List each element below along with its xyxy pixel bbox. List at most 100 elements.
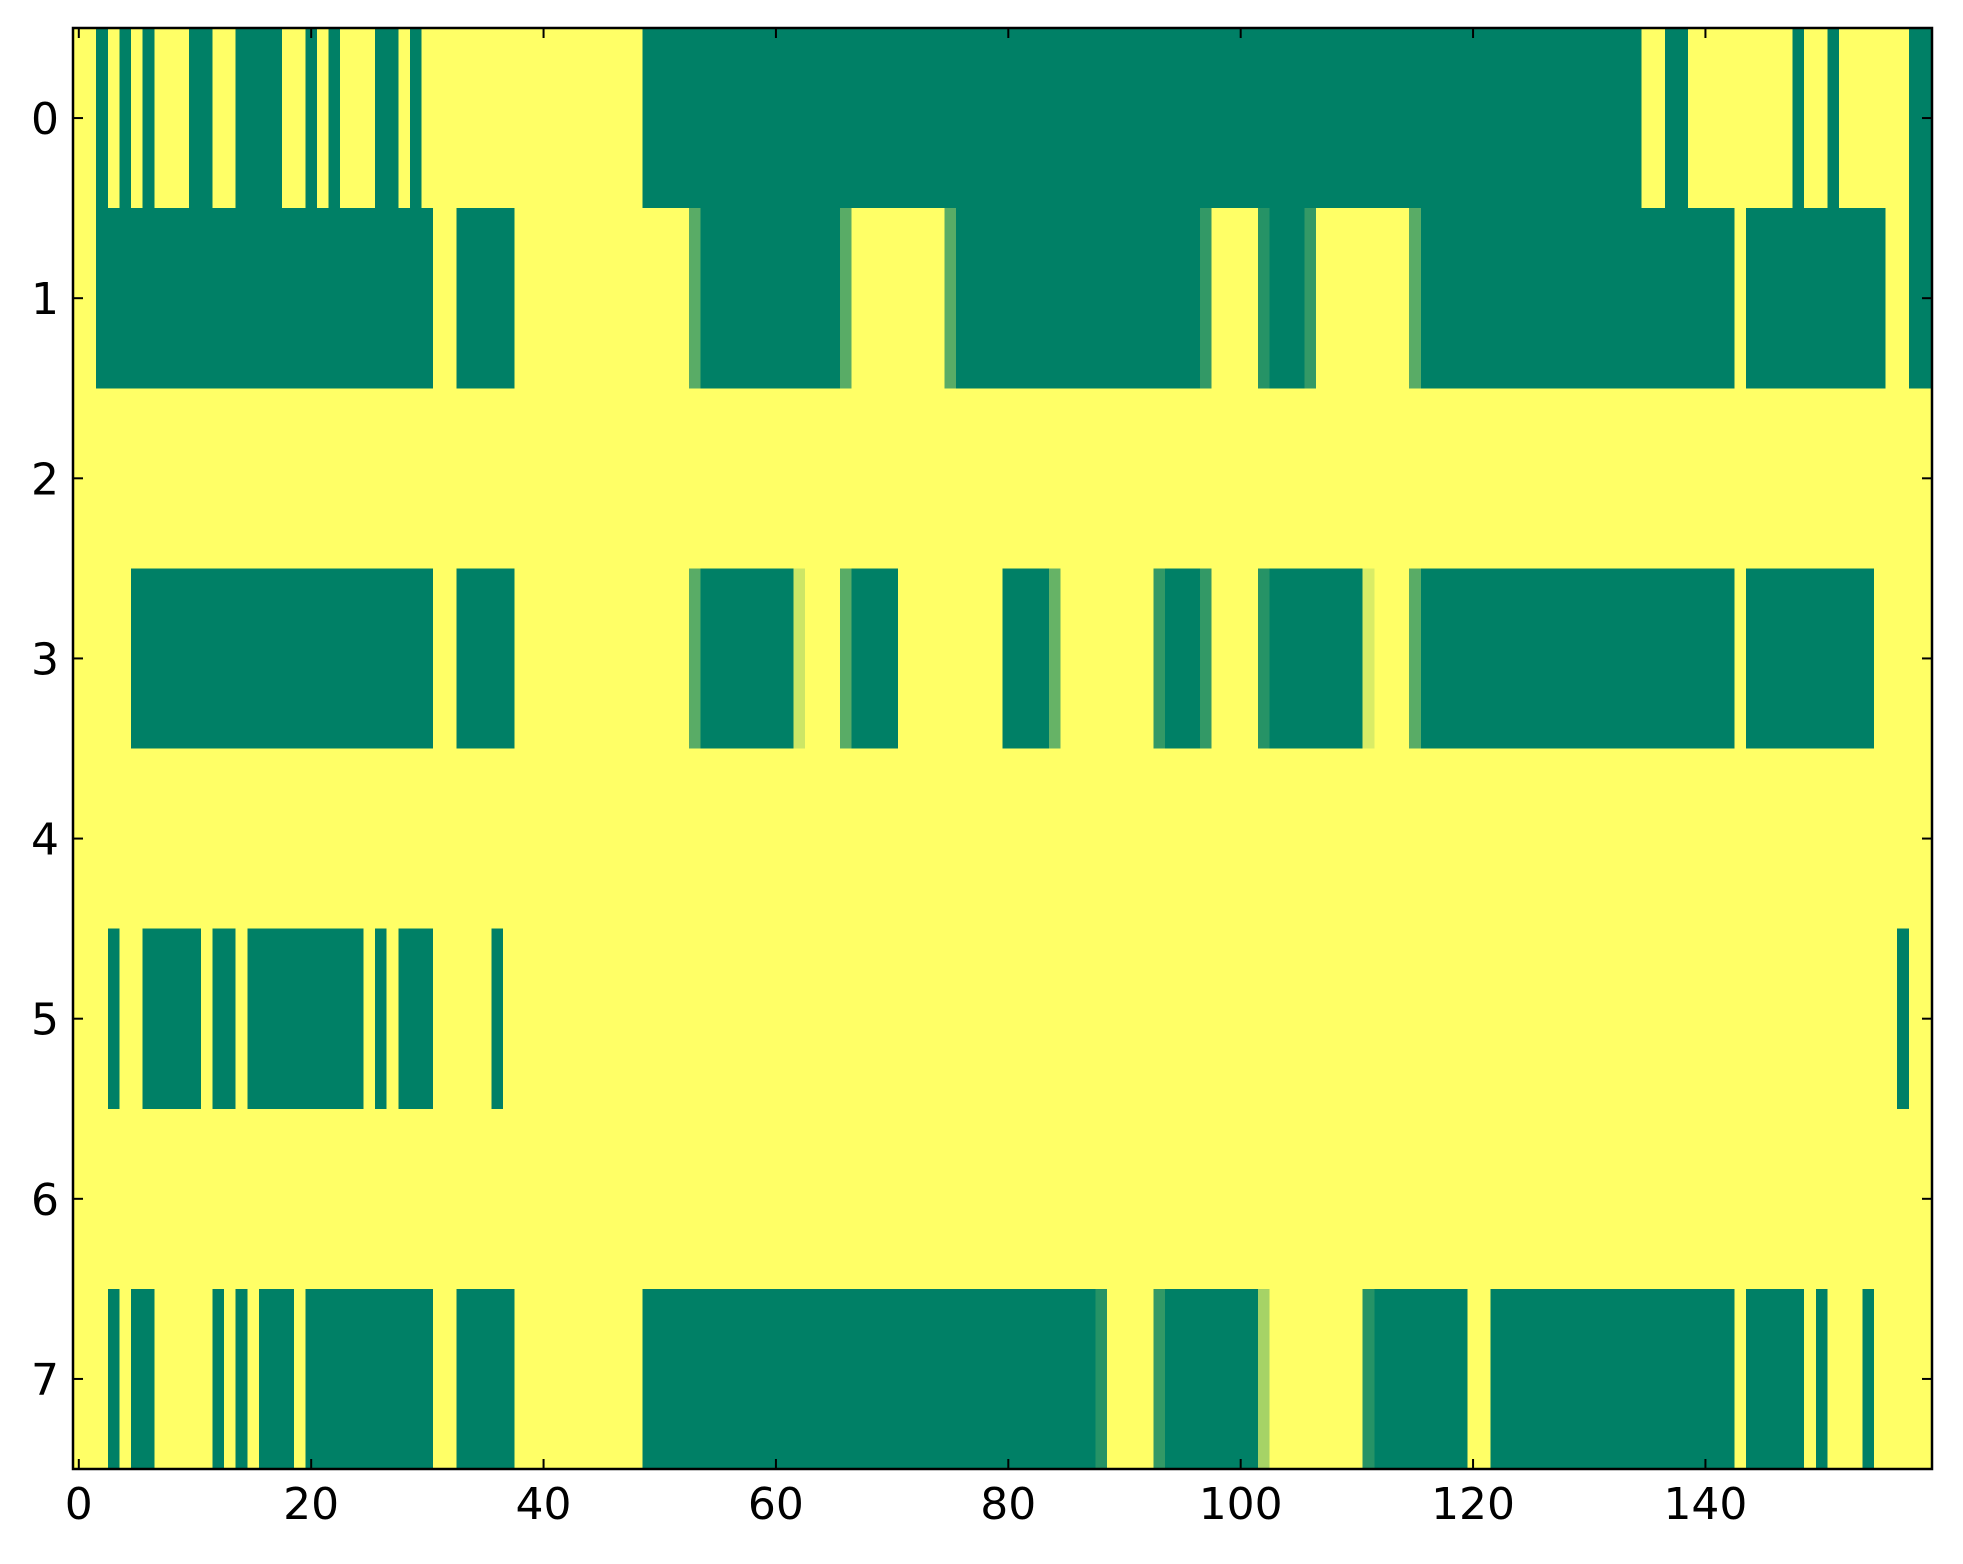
heatmap-cell (1722, 28, 1736, 209)
heatmap-cell (793, 208, 806, 389)
heatmap-cell (1234, 748, 1248, 930)
heatmap-cell (863, 928, 876, 1110)
y-tick-label: 0 (31, 94, 59, 145)
heatmap-cell (793, 388, 806, 569)
heatmap-cell (839, 388, 853, 569)
heatmap-cell (235, 388, 248, 569)
heatmap-cell (293, 28, 306, 209)
heatmap-cell (247, 748, 260, 930)
heatmap-cell (1409, 568, 1422, 750)
heatmap-cell (781, 28, 794, 209)
heatmap-cell (142, 1288, 155, 1470)
heatmap-cell (1583, 1108, 1596, 1290)
heatmap-cell (828, 208, 841, 389)
heatmap-cell (746, 568, 760, 750)
heatmap-cell (537, 208, 550, 389)
heatmap-cell (572, 208, 585, 389)
heatmap-cell (1862, 748, 1875, 930)
heatmap-cell (1769, 928, 1782, 1110)
heatmap-cell (1339, 748, 1352, 930)
heatmap-cell (375, 928, 388, 1110)
heatmap-cell (1269, 208, 1282, 389)
heatmap-cell (1223, 208, 1236, 389)
heatmap-cell (456, 748, 469, 930)
heatmap-cell (897, 748, 911, 930)
heatmap-cell (189, 748, 202, 930)
heatmap-cell (1769, 1288, 1782, 1470)
heatmap-cell (119, 388, 132, 569)
heatmap-cell (1258, 568, 1271, 750)
heatmap-cell (479, 208, 492, 389)
heatmap-cell (665, 1108, 678, 1290)
heatmap-cell (1176, 388, 1189, 569)
heatmap-cell (595, 748, 609, 930)
heatmap-cell (1769, 568, 1782, 750)
heatmap-cell (107, 928, 121, 1110)
heatmap-cell (1839, 568, 1852, 750)
heatmap-cell (1827, 28, 1840, 209)
heatmap-cell (189, 928, 202, 1110)
heatmap-cell (874, 928, 887, 1110)
heatmap-cell (444, 208, 458, 389)
heatmap-cell (549, 748, 562, 930)
heatmap-cell (1409, 208, 1422, 389)
heatmap-cell (1502, 928, 1515, 1110)
heatmap-cell (305, 568, 318, 750)
heatmap-cell (1281, 748, 1294, 930)
heatmap-cell (595, 1288, 609, 1470)
heatmap-cell (433, 1288, 446, 1470)
heatmap-cell (1478, 1108, 1492, 1290)
heatmap-cell (189, 388, 202, 569)
heatmap-cell (653, 388, 667, 569)
heatmap-cell (433, 568, 446, 750)
heatmap-cell (653, 928, 667, 1110)
heatmap-cell (956, 928, 969, 1110)
heatmap-cell (1130, 1108, 1143, 1290)
heatmap-cell (1188, 568, 1201, 750)
heatmap-cell (224, 28, 237, 209)
heatmap-cell (1316, 28, 1329, 209)
heatmap-cell (1304, 748, 1317, 930)
heatmap-cell (1234, 1108, 1248, 1290)
heatmap-cell (340, 388, 353, 569)
heatmap-cell (1246, 208, 1259, 389)
heatmap-cell (1525, 1288, 1538, 1470)
heatmap-cell (1653, 28, 1666, 209)
heatmap-cell (1153, 208, 1166, 389)
heatmap-cell (665, 388, 678, 569)
heatmap-cell (1827, 208, 1840, 389)
heatmap-cell (1292, 748, 1306, 930)
heatmap-cell (758, 28, 771, 209)
heatmap-cell (967, 28, 980, 209)
heatmap-cell (677, 1108, 690, 1290)
heatmap-cell (1211, 28, 1224, 209)
y-tick-label: 7 (31, 1355, 59, 1406)
heatmap-cell (1304, 28, 1317, 209)
x-tick-label: 60 (748, 1479, 804, 1530)
heatmap-cell (1107, 1288, 1120, 1470)
heatmap-cell (990, 1108, 1004, 1290)
heatmap-cell (1780, 388, 1794, 569)
heatmap-cell (1269, 1108, 1282, 1290)
heatmap-cell (630, 388, 643, 569)
y-tick-label: 5 (31, 995, 59, 1046)
heatmap-cell (1072, 1108, 1085, 1290)
heatmap-cell (932, 928, 946, 1110)
heatmap-cell (444, 1288, 458, 1470)
heatmap-cell (1595, 208, 1608, 389)
heatmap-cell (1664, 208, 1677, 389)
x-tick-label: 120 (1431, 1479, 1515, 1530)
heatmap-cell (572, 928, 585, 1110)
heatmap-cell (409, 1288, 423, 1470)
heatmap-cell (363, 1108, 376, 1290)
heatmap-cell (1862, 568, 1875, 750)
heatmap-cell (1536, 388, 1550, 569)
heatmap-cell (1908, 568, 1921, 750)
heatmap-cell (1536, 208, 1550, 389)
heatmap-cell (305, 208, 318, 389)
heatmap-cell (839, 28, 853, 209)
heatmap-cell (1525, 28, 1538, 209)
heatmap-cell (363, 208, 376, 389)
heatmap-cell (212, 208, 225, 389)
heatmap-cell (1560, 928, 1573, 1110)
